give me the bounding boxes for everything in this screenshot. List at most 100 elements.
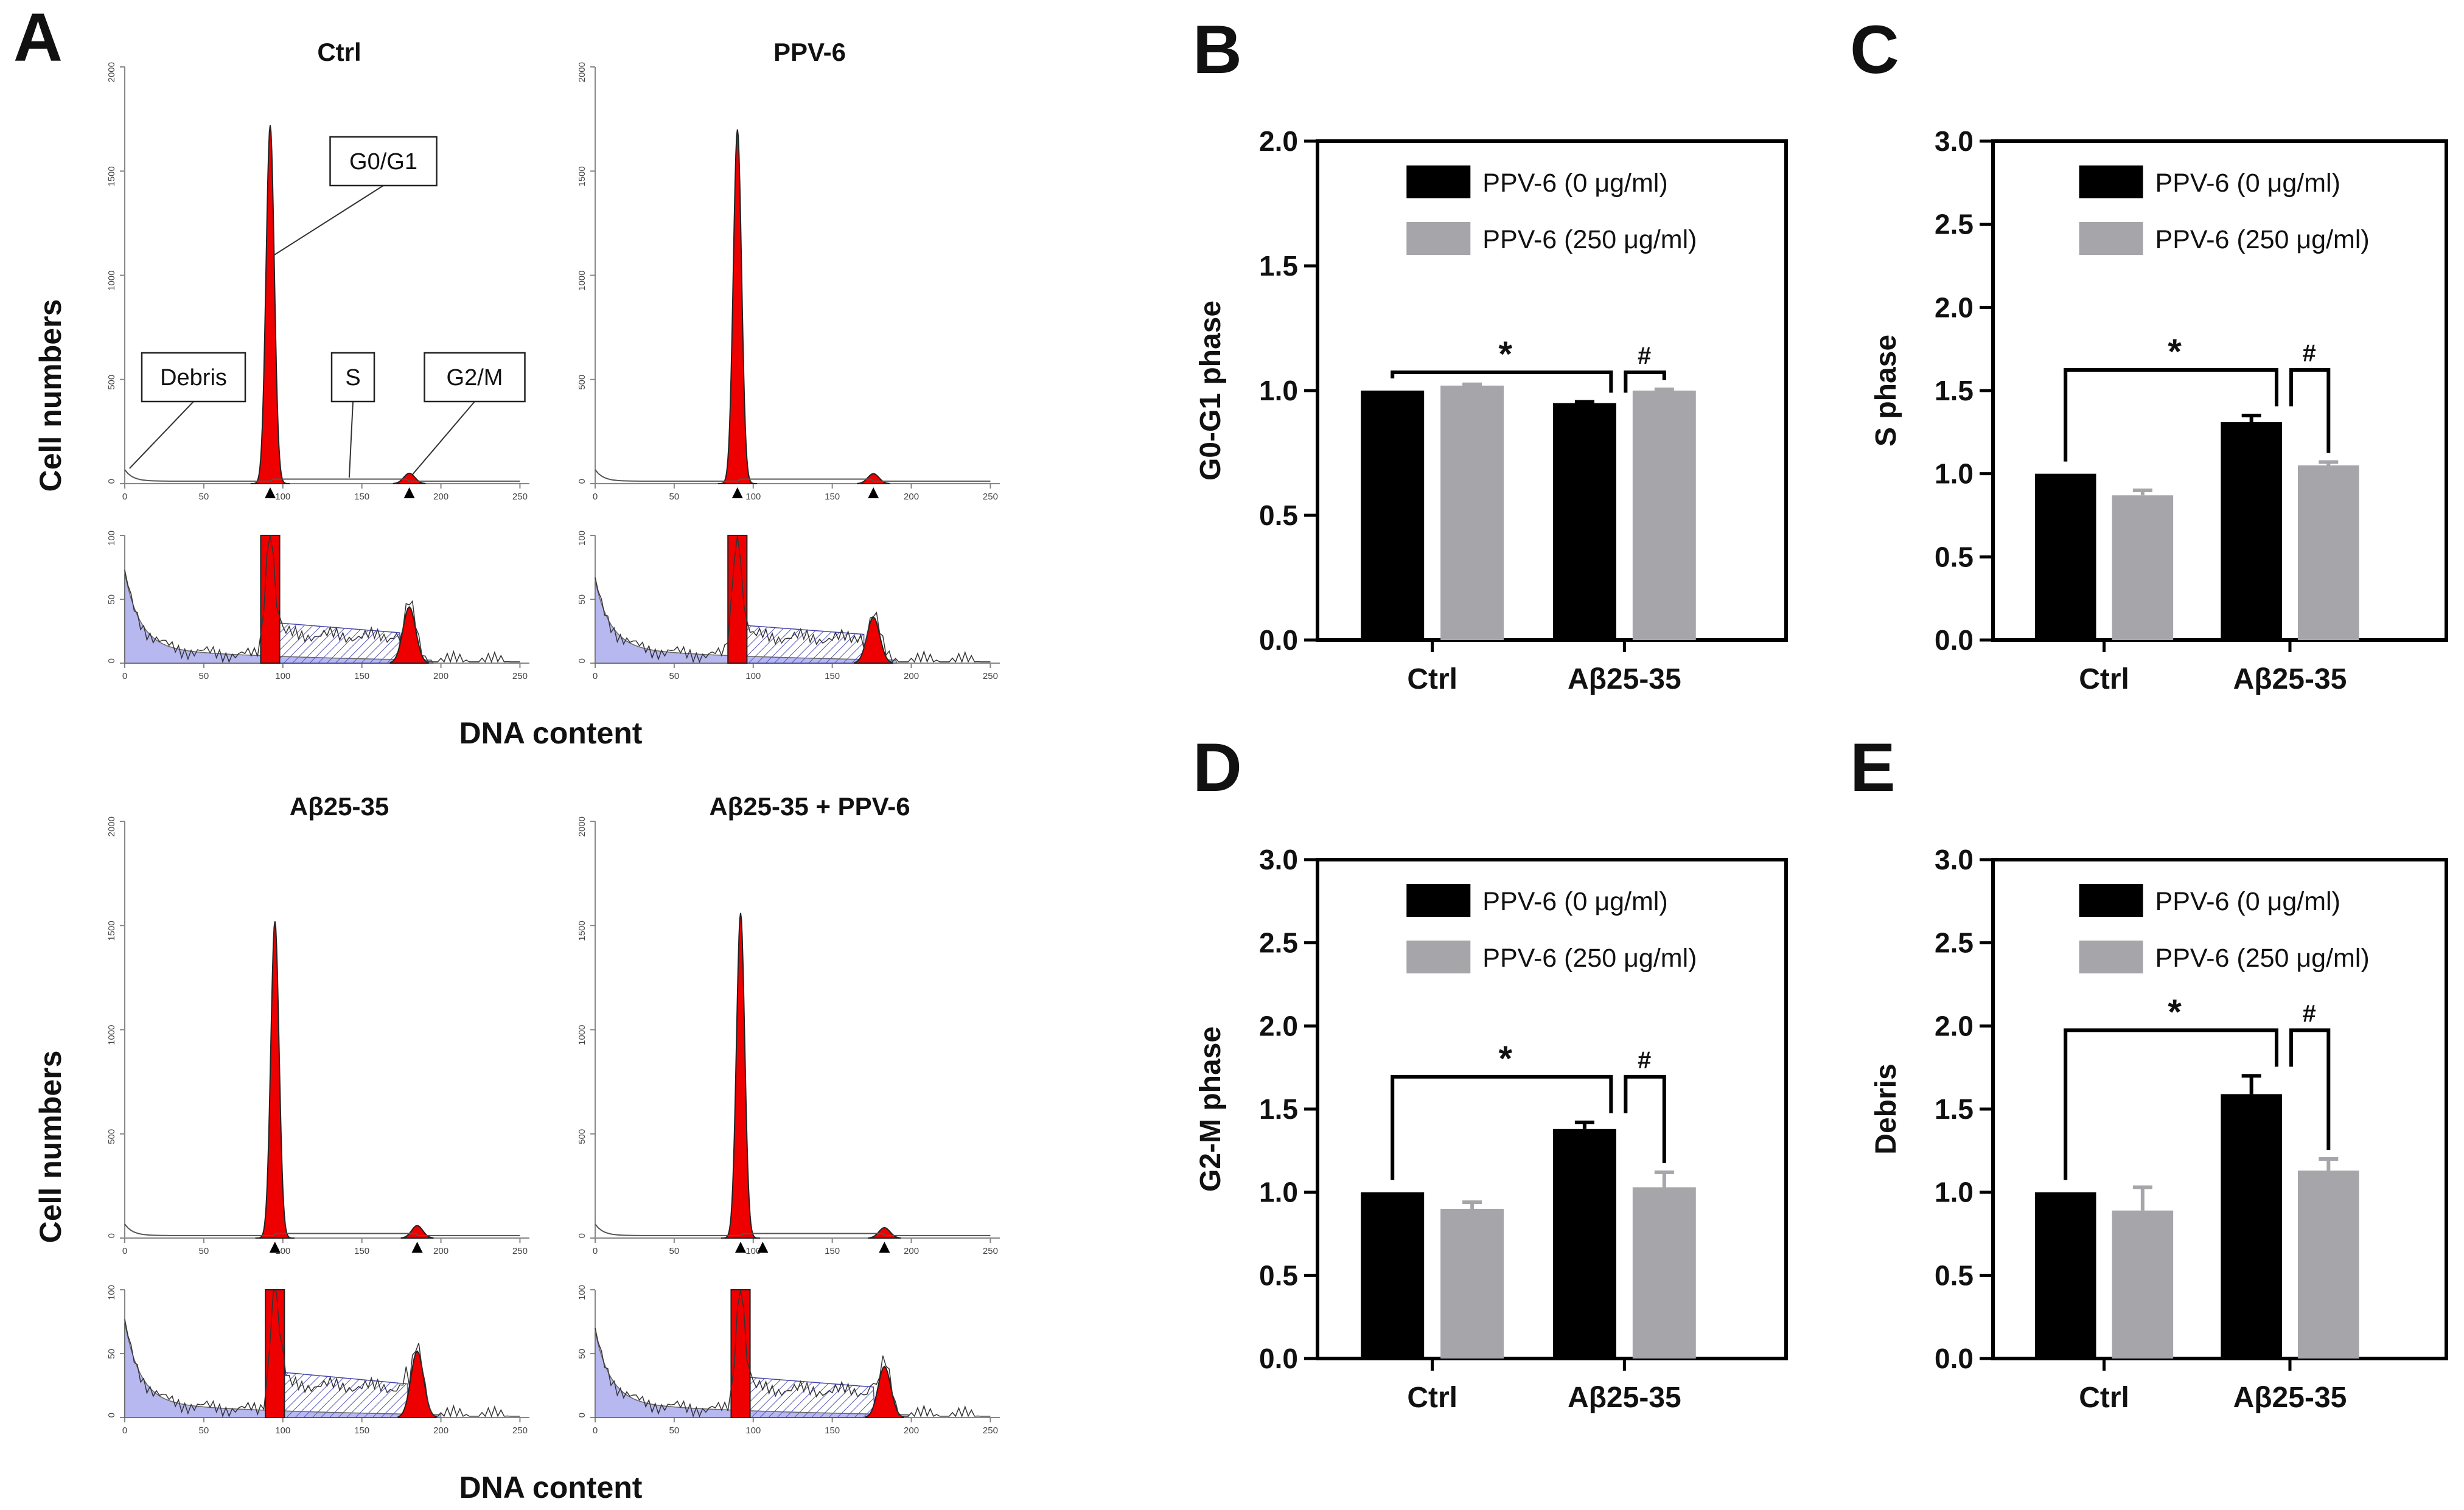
y-tick-label-main: 1500 xyxy=(106,920,117,941)
x-tick-label-main: 250 xyxy=(512,1246,528,1256)
y-tick-label: 2.0 xyxy=(1259,1010,1298,1042)
s-phase-region xyxy=(276,622,400,664)
legend-label-black: PPV-6 (0 μg/ml) xyxy=(2155,887,2340,916)
category-label: Ctrl xyxy=(2079,1382,2129,1414)
x-tick-label-zoom: 200 xyxy=(433,671,448,681)
significance-bracket-hash xyxy=(1624,371,1666,393)
significance-hash: # xyxy=(2303,1000,2316,1027)
envelope-main xyxy=(124,469,520,482)
bar-D-1-0 xyxy=(1552,1129,1616,1359)
bar-charts: B 0.0 0.5 1.0 1.5 2.0 G0-G1 phase Ctrl Aβ25-35 * #… xyxy=(1193,12,2448,1414)
x-tick-label-zoom: 50 xyxy=(199,671,209,681)
legend-label-black: PPV-6 (0 μg/ml) xyxy=(2155,169,2340,198)
x-tick-label-main: 50 xyxy=(669,492,680,502)
y-tick-label: 0.5 xyxy=(1935,541,1974,572)
y-label-bottom: Cell numbers xyxy=(33,1051,68,1244)
y-tick-label-zoom: 0 xyxy=(106,658,117,663)
significance-star: * xyxy=(2168,992,2182,1032)
g2-peak-main xyxy=(393,472,426,484)
significance-bracket-hash xyxy=(2289,1028,2331,1150)
y-tick-label-main: 1000 xyxy=(106,271,117,291)
significance-bracket-hash xyxy=(1624,1074,1666,1163)
significance-star: * xyxy=(1498,335,1512,374)
histogram-title: Aβ25-35 + PPV-6 xyxy=(709,792,910,821)
y-tick-label: 1.5 xyxy=(1259,1093,1298,1125)
x-tick-label-zoom: 0 xyxy=(122,671,127,681)
g1-peak-zoom xyxy=(265,1289,285,1418)
envelope-main xyxy=(124,1223,520,1236)
g1-peak-main xyxy=(717,129,757,484)
bar-E-0-0 xyxy=(2034,1192,2096,1359)
g2-peak-main xyxy=(868,1226,901,1239)
y-tick-label-zoom: 100 xyxy=(577,531,587,546)
y-tick-label: 0.5 xyxy=(1259,499,1298,531)
annotation-leader xyxy=(273,185,384,256)
envelope-main xyxy=(595,1223,991,1236)
x-tick-label-zoom: 250 xyxy=(512,1425,528,1436)
g1-peak-main xyxy=(250,125,290,484)
x-tick-label-main: 250 xyxy=(983,492,998,502)
y-tick-label: 3.0 xyxy=(1935,844,1974,875)
x-tick-label-main: 0 xyxy=(593,1246,598,1256)
bar-chart-C: C 0.0 0.5 1.0 1.5 2.0 2.5 3.0 S phase Ctrl Aβ25-35… xyxy=(1850,12,2448,695)
x-tick-label-zoom: 150 xyxy=(354,671,369,681)
x-tick-label-zoom: 0 xyxy=(593,1425,598,1436)
x-tick-label-main: 0 xyxy=(122,1246,127,1256)
gate-marker xyxy=(757,1242,769,1253)
y-tick-label-zoom: 0 xyxy=(106,1413,117,1418)
y-tick-label-zoom: 100 xyxy=(106,531,117,546)
x-tick-label-zoom: 0 xyxy=(122,1425,127,1436)
bar-E-0-1 xyxy=(2112,1210,2174,1359)
y-tick-label: 0.0 xyxy=(1259,1343,1298,1374)
legend-label-black: PPV-6 (0 μg/ml) xyxy=(1482,169,1667,198)
envelope-main xyxy=(595,469,991,482)
legend-label-gray: PPV-6 (250 μg/ml) xyxy=(1482,225,1697,254)
y-tick-label: 1.0 xyxy=(1935,1177,1974,1208)
legend-label-gray: PPV-6 (250 μg/ml) xyxy=(1482,944,1697,973)
legend-swatch-gray xyxy=(2079,222,2143,255)
outline-zoom xyxy=(595,535,991,664)
y-tick-label: 0.0 xyxy=(1935,1343,1974,1374)
bar-B-1-1 xyxy=(1632,391,1696,640)
legend-swatch-black xyxy=(2079,884,2143,917)
x-tick-label-main: 250 xyxy=(512,492,528,502)
x-tick-label-zoom: 250 xyxy=(983,671,998,681)
category-label: Aβ25-35 xyxy=(2233,1382,2347,1414)
y-label-top: Cell numbers xyxy=(33,299,68,492)
bar-D-0-0 xyxy=(1361,1192,1425,1359)
y-tick-label-zoom: 100 xyxy=(577,1285,587,1300)
y-tick-label-main: 2000 xyxy=(577,816,587,837)
significance-bracket-star xyxy=(2064,1028,2278,1180)
panel-letter: E xyxy=(1850,729,1896,805)
x-tick-label-zoom: 150 xyxy=(354,1425,369,1436)
y-tick-label-zoom: 50 xyxy=(106,1349,117,1359)
bar-chart-E: E 0.0 0.5 1.0 1.5 2.0 2.5 3.0 Debris Ctrl Aβ25-35 *… xyxy=(1850,729,2448,1414)
g2-peak-zoom xyxy=(865,1365,904,1418)
bar-C-0-1 xyxy=(2112,495,2174,640)
y-tick-label-zoom: 0 xyxy=(577,1413,587,1418)
y-tick-label-main: 2000 xyxy=(106,816,117,837)
legend-label-gray: PPV-6 (250 μg/ml) xyxy=(2155,225,2370,254)
g1-peak-zoom xyxy=(260,535,281,664)
gate-marker xyxy=(879,1242,890,1253)
y-tick-label: 1.0 xyxy=(1259,1177,1298,1208)
g1-peak-zoom xyxy=(730,1289,751,1418)
category-label: Ctrl xyxy=(1407,1382,1457,1414)
x-tick-label-zoom: 100 xyxy=(745,1425,761,1436)
bar-B-0-0 xyxy=(1361,391,1425,640)
g1-peak-main xyxy=(255,921,295,1239)
panel-letter: B xyxy=(1193,12,1242,88)
x-tick-label-main: 100 xyxy=(745,492,761,502)
legend-swatch-gray xyxy=(1406,941,1471,973)
x-tick-label-main: 150 xyxy=(825,492,840,502)
g2-peak-zoom xyxy=(854,616,893,664)
y-tick-label-zoom: 50 xyxy=(577,594,587,605)
x-tick-label-main: 100 xyxy=(745,1246,761,1256)
category-label: Ctrl xyxy=(2079,663,2129,695)
x-tick-label-zoom: 100 xyxy=(275,1425,290,1436)
annotation-label: G0/G1 xyxy=(349,149,417,175)
y-tick-label-main: 500 xyxy=(106,1129,117,1144)
